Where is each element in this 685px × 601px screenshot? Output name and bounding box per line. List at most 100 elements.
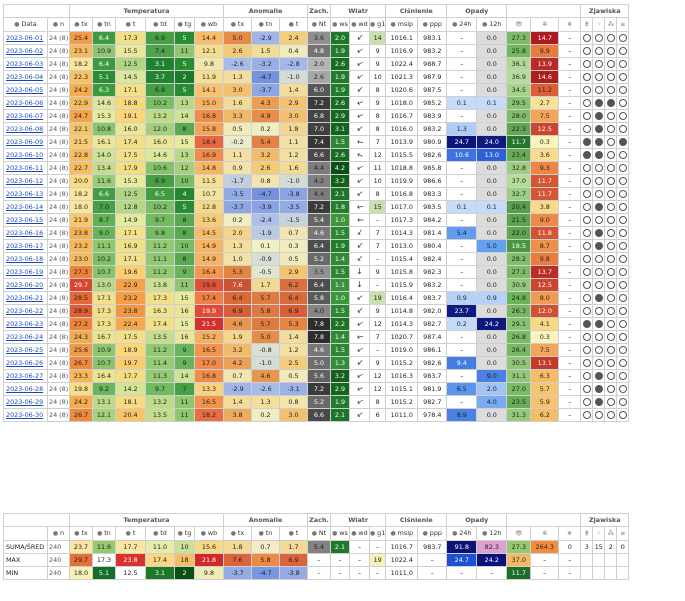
- date-link[interactable]: 2023-06-04: [3, 70, 48, 84]
- date-link[interactable]: 2023-06-06: [3, 96, 48, 110]
- date-link[interactable]: 2023-06-18: [3, 252, 48, 266]
- date-link[interactable]: 2023-06-27: [3, 369, 48, 383]
- tg-cell: 16: [174, 330, 195, 344]
- column-header-11[interactable]: ● Nt: [307, 17, 331, 32]
- phenomenon-cell: [592, 369, 606, 383]
- rain-12h-cell: 5.0: [476, 239, 508, 253]
- date-link[interactable]: 2023-06-12: [3, 174, 48, 188]
- rain-24h-cell: 0.2: [446, 317, 478, 331]
- td-cell: 11.1: [145, 252, 175, 266]
- wind-speed-cell: 1.5: [330, 304, 350, 318]
- column-header-15[interactable]: ● mslp: [385, 17, 419, 32]
- summary-group-cisnienie: Ciśnienie: [385, 513, 448, 527]
- column-header-7[interactable]: ● wb: [194, 17, 224, 32]
- column-header-21[interactable]: ❄: [558, 17, 582, 32]
- mslp-cell: 1015.1: [385, 382, 419, 396]
- date-link[interactable]: 2023-06-08: [3, 122, 48, 136]
- column-header-14[interactable]: ● g1: [368, 17, 387, 32]
- column-header-22[interactable]: 🯅: [580, 17, 594, 32]
- column-header-5[interactable]: ● td: [145, 17, 175, 32]
- wind-direction-cell: ↓: [349, 239, 370, 253]
- date-link[interactable]: 2023-06-28: [3, 382, 48, 396]
- wind-arrow-icon: ↓: [354, 370, 366, 381]
- column-header-16[interactable]: ● ppp: [417, 17, 448, 32]
- date-link[interactable]: 2023-06-11: [3, 161, 48, 175]
- obs-count: 24 (8): [47, 148, 70, 162]
- date-link[interactable]: 2023-06-30: [3, 408, 48, 422]
- date-link[interactable]: 2023-06-20: [3, 278, 48, 292]
- visibility-cell: 37.0: [506, 174, 532, 188]
- date-link[interactable]: 2023-06-22: [3, 304, 48, 318]
- table-row: 2023-06-28 24 (8) 19.8 9.2 14.2 9.7 7 13.3 -2.9-…: [3, 382, 630, 396]
- column-header-1[interactable]: ● n: [47, 17, 70, 32]
- column-header-8[interactable]: ● tx: [223, 17, 252, 32]
- date-link[interactable]: 2023-06-14: [3, 200, 48, 214]
- gear-icon: ✲: [542, 530, 548, 537]
- date-link[interactable]: 2023-06-07: [3, 109, 48, 123]
- tg-cell: 8: [174, 226, 195, 240]
- anom-tx-cell: 3.8: [223, 408, 252, 422]
- tx-cell: 28.9: [69, 304, 93, 318]
- column-header-24[interactable]: ⁂: [604, 17, 618, 32]
- column-header-10[interactable]: ● t: [279, 17, 308, 32]
- date-link[interactable]: 2023-06-24: [3, 330, 48, 344]
- phenomenon-cell: [616, 408, 630, 422]
- date-link[interactable]: 2023-06-19: [3, 265, 48, 279]
- wb-cell: 14.5: [194, 226, 224, 240]
- rain-24h-cell: –: [446, 369, 478, 383]
- column-header-2[interactable]: ● tx: [69, 17, 93, 32]
- column-header-17[interactable]: ● 24h: [446, 17, 478, 32]
- cloud-cell: 7.8: [307, 317, 331, 331]
- mslp-cell: 1016.1: [385, 31, 419, 45]
- column-header-6[interactable]: ● tg: [174, 17, 195, 32]
- cloud-cell: 7.2: [307, 96, 331, 110]
- date-link[interactable]: 2023-06-15: [3, 213, 48, 227]
- column-header-0[interactable]: ● Data: [3, 17, 48, 32]
- date-link[interactable]: 2023-06-05: [3, 83, 48, 97]
- anom-tx-cell: 1.6: [223, 96, 252, 110]
- phenomenon-cell: [604, 161, 618, 175]
- date-link[interactable]: 2023-06-09: [3, 135, 48, 149]
- column-header-9[interactable]: ● tn: [251, 17, 280, 32]
- tn-cell: 10.7: [92, 356, 116, 370]
- date-link[interactable]: 2023-06-01: [3, 31, 48, 45]
- gust-cell: 9: [368, 96, 387, 110]
- date-link[interactable]: 2023-06-21: [3, 291, 48, 305]
- date-link[interactable]: 2023-06-29: [3, 395, 48, 409]
- summary-t-cell: 23.8: [115, 553, 146, 567]
- anom-tx-cell: 1.3: [223, 239, 252, 253]
- date-link[interactable]: 2023-06-16: [3, 226, 48, 240]
- table-body: 2023-06-01 24 (8) 25.4 6.4 17.3 6.9 5 14.4 5.0 -2…: [3, 31, 630, 422]
- date-link[interactable]: 2023-06-26: [3, 356, 48, 370]
- column-header-12[interactable]: ● ws: [330, 17, 350, 32]
- anom-t-cell: 1.4: [279, 330, 308, 344]
- column-header-20[interactable]: ✲: [530, 17, 560, 32]
- date-link[interactable]: 2023-06-23: [3, 317, 48, 331]
- column-header-23[interactable]: ⁖: [592, 17, 606, 32]
- rain-12h-cell: 0.0: [476, 122, 508, 136]
- phenomenon-empty-icon: [606, 47, 615, 55]
- sunshine-cell: 0.3: [530, 135, 560, 149]
- t-cell: 17.9: [115, 161, 146, 175]
- tx-cell: 20.0: [69, 174, 93, 188]
- date-link[interactable]: 2023-06-25: [3, 343, 48, 357]
- column-header-19[interactable]: 👁: [506, 17, 532, 32]
- column-header-25[interactable]: ≡: [616, 17, 630, 32]
- column-header-13[interactable]: ● wd: [349, 17, 370, 32]
- column-header-4[interactable]: ● t: [115, 17, 146, 32]
- column-header-18[interactable]: ● 12h: [476, 17, 508, 32]
- phenomenon-cell: [616, 291, 630, 305]
- gust-cell: 8: [368, 83, 387, 97]
- rain-24h-cell: –: [446, 83, 478, 97]
- ppp-cell: 982.3: [417, 265, 448, 279]
- date-link[interactable]: 2023-06-10: [3, 148, 48, 162]
- date-link[interactable]: 2023-06-02: [3, 44, 48, 58]
- column-header-3[interactable]: ● tn: [92, 17, 116, 32]
- gust-cell: 7: [368, 239, 387, 253]
- date-link[interactable]: 2023-06-17: [3, 239, 48, 253]
- phenomenon-cell: [592, 213, 606, 227]
- date-link[interactable]: 2023-06-13: [3, 187, 48, 201]
- sort-icon: ●: [14, 21, 22, 28]
- date-link[interactable]: 2023-06-03: [3, 57, 48, 71]
- ppp-cell: 983.1: [417, 31, 448, 45]
